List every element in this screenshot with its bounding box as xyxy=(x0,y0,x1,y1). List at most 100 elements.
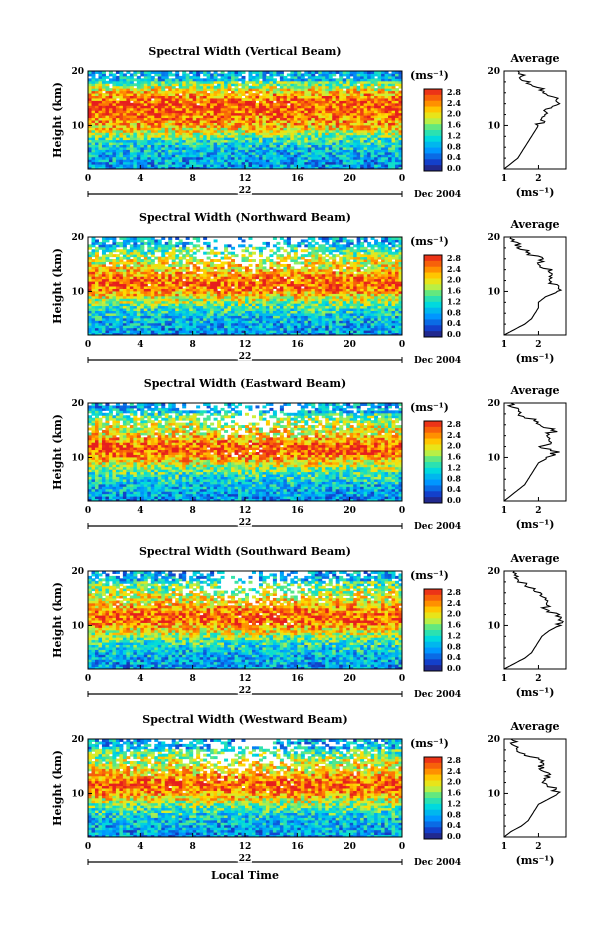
colorbar-tick-label: 1.6 xyxy=(447,286,461,296)
colorbar-segment xyxy=(424,659,442,666)
colorbar-segment xyxy=(424,153,442,160)
colorbar-segment xyxy=(424,456,442,463)
colorbar-segment xyxy=(424,319,442,326)
avg-x-tick-label: 1 xyxy=(501,842,507,852)
x-tick-label: 12 xyxy=(239,842,252,852)
colorbar-frame xyxy=(423,756,443,840)
colorbar-segment xyxy=(424,130,442,137)
average-profile-line xyxy=(503,70,561,170)
colorbar-segment xyxy=(424,618,442,625)
avg-x-label: (ms⁻¹) xyxy=(516,186,555,199)
x-tick-label: 8 xyxy=(190,506,196,516)
colorbar-tick-label: 0.4 xyxy=(447,318,461,328)
colorbar-unit: (ms⁻¹) xyxy=(410,69,449,82)
colorbar-tick-label: 2.0 xyxy=(447,777,461,787)
avg-x-tick-label: 2 xyxy=(535,506,541,516)
colorbar-segment xyxy=(424,159,442,166)
colorbar-tick-label: 2.0 xyxy=(447,275,461,285)
colorbar-segment xyxy=(424,141,442,148)
heatmap xyxy=(88,71,403,170)
average-profile-line xyxy=(503,236,563,336)
y-tick-label: 10 xyxy=(71,789,84,799)
colorbar-segment xyxy=(424,301,442,309)
x-tick-label: 12 xyxy=(239,506,252,516)
colorbar-tick-label: 1.2 xyxy=(447,296,461,306)
colorbar-unit: (ms⁻¹) xyxy=(410,737,449,750)
average-frame xyxy=(503,570,567,670)
colorbar-segment xyxy=(424,165,442,172)
colorbar-segment xyxy=(424,647,442,654)
colorbar-segment xyxy=(424,762,442,770)
y-tick-label: 20 xyxy=(71,67,84,77)
colorbar-segment xyxy=(424,774,442,781)
colorbar-tick-label: 1.2 xyxy=(447,130,461,140)
colorbar-segment xyxy=(424,100,442,107)
x-tick-label: 4 xyxy=(137,174,143,184)
colorbar-tick-label: 1.2 xyxy=(447,630,461,640)
date-label: Dec 2004 xyxy=(414,356,461,366)
colorbar-tick-label: 2.4 xyxy=(447,430,461,440)
x-tick-label: 8 xyxy=(190,674,196,684)
x-tick-label: 20 xyxy=(343,340,356,350)
colorbar-segment xyxy=(424,653,442,660)
colorbar-segment xyxy=(424,147,442,154)
avg-x-tick-label: 1 xyxy=(501,674,507,684)
colorbar-segment xyxy=(424,641,442,648)
y-tick-label: 20 xyxy=(71,233,84,243)
x-tick-label: 16 xyxy=(291,340,304,350)
colorbar-segment xyxy=(424,780,442,787)
colorbar-segment xyxy=(424,467,442,475)
colorbar-segment xyxy=(424,272,442,279)
colorbar-segment xyxy=(424,444,442,451)
panel-title: Spectral Width (Westward Beam) xyxy=(142,713,347,726)
y-axis-label: Height (km) xyxy=(51,414,64,490)
x-tick-label: 8 xyxy=(190,842,196,852)
colorbar-tick-label: 0.4 xyxy=(447,152,461,162)
colorbar-tick-label: 0.0 xyxy=(447,163,461,173)
avg-y-tick-label: 10 xyxy=(487,453,500,463)
colorbar-segment xyxy=(424,432,442,439)
colorbar-tick-label: 0.8 xyxy=(447,141,461,151)
colorbar-tick-label: 0.0 xyxy=(447,663,461,673)
avg-x-tick-label: 2 xyxy=(535,674,541,684)
colorbar-tick-label: 2.8 xyxy=(447,87,461,97)
colorbar-segment xyxy=(424,112,442,119)
colorbar-segment xyxy=(424,118,442,125)
colorbar-tick-label: 0.4 xyxy=(447,820,461,830)
x-tick-label: 0 xyxy=(399,340,405,350)
y-tick-label: 10 xyxy=(71,453,84,463)
panel-2: Spectral Width (Northward Beam)1020Heigh… xyxy=(51,211,567,366)
colorbar-tick-label: 0.8 xyxy=(447,641,461,651)
panel-1: Spectral Width (Vertical Beam)1020Height… xyxy=(51,45,567,200)
heatmap xyxy=(88,571,403,670)
panel-5: Spectral Width (Westward Beam)1020Height… xyxy=(51,713,567,868)
colorbar-tick-label: 2.4 xyxy=(447,264,461,274)
avg-y-tick-label: 20 xyxy=(487,567,500,577)
x-tick-label: 20 xyxy=(343,842,356,852)
colorbar-tick-label: 2.4 xyxy=(447,766,461,776)
colorbar-segment xyxy=(424,325,442,332)
colorbar-tick-label: 2.8 xyxy=(447,253,461,263)
average-profile-line xyxy=(503,570,564,670)
colorbar-segment xyxy=(424,255,442,262)
colorbar-segment xyxy=(424,266,442,273)
date-label: Dec 2004 xyxy=(414,690,461,700)
colorbar-frame xyxy=(423,254,443,338)
colorbar-tick-label: 1.2 xyxy=(447,462,461,472)
avg-y-tick-label: 20 xyxy=(487,735,500,745)
average-title: Average xyxy=(509,720,559,733)
x-tick-label: 20 xyxy=(343,506,356,516)
x-tick-label: 0 xyxy=(85,842,91,852)
average-title: Average xyxy=(509,52,559,65)
colorbar-tick-label: 0.0 xyxy=(447,831,461,841)
x-tick-label: 12 xyxy=(239,174,252,184)
average-profile-line xyxy=(503,738,562,838)
x-tick-label: 16 xyxy=(291,674,304,684)
colorbar-segment xyxy=(424,260,442,268)
average-frame xyxy=(503,236,567,336)
x-tick-label: 0 xyxy=(85,340,91,350)
avg-x-label: (ms⁻¹) xyxy=(516,854,555,867)
colorbar-segment xyxy=(424,768,442,775)
x-tick-label: 8 xyxy=(190,174,196,184)
colorbar-segment xyxy=(424,331,442,338)
